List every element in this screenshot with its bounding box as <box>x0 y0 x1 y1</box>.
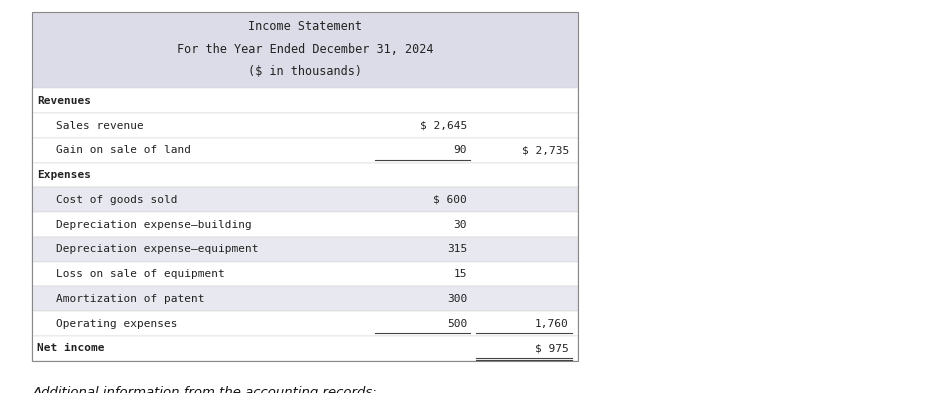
Text: For the Year Ended December 31, 2024: For the Year Ended December 31, 2024 <box>177 42 434 56</box>
Text: Operating expenses: Operating expenses <box>56 319 177 329</box>
Text: Depreciation expense–building: Depreciation expense–building <box>56 220 252 230</box>
Text: ($ in thousands): ($ in thousands) <box>248 65 363 78</box>
Bar <box>32 311 578 336</box>
Text: Income Statement: Income Statement <box>248 20 363 33</box>
Text: Gain on sale of land: Gain on sale of land <box>56 145 191 155</box>
Bar <box>32 138 578 163</box>
Text: 30: 30 <box>453 220 467 230</box>
Text: Cost of goods sold: Cost of goods sold <box>56 195 177 205</box>
Bar <box>32 311 578 336</box>
Bar <box>32 336 578 361</box>
Bar <box>32 88 578 113</box>
Bar <box>32 336 578 361</box>
Text: $ 2,645: $ 2,645 <box>420 121 467 130</box>
Text: $ 600: $ 600 <box>434 195 467 205</box>
Bar <box>32 237 578 262</box>
Text: 300: 300 <box>447 294 467 304</box>
Text: 1,760: 1,760 <box>536 319 569 329</box>
Bar <box>32 163 578 187</box>
Text: 90: 90 <box>453 145 467 155</box>
Bar <box>32 138 578 163</box>
Bar <box>32 163 578 187</box>
Text: Loss on sale of equipment: Loss on sale of equipment <box>56 269 224 279</box>
Bar <box>32 113 578 138</box>
Text: $ 975: $ 975 <box>536 343 569 353</box>
Text: 500: 500 <box>447 319 467 329</box>
Text: Expenses: Expenses <box>37 170 91 180</box>
Bar <box>32 286 578 311</box>
Text: Revenues: Revenues <box>37 96 91 106</box>
Bar <box>32 187 578 212</box>
Text: Net income: Net income <box>37 343 105 353</box>
Text: 315: 315 <box>447 244 467 254</box>
Text: Additional information from the accounting records:: Additional information from the accounti… <box>32 386 377 393</box>
Bar <box>32 262 578 286</box>
Bar <box>32 286 578 311</box>
Bar <box>32 12 578 361</box>
Text: $ 2,735: $ 2,735 <box>522 145 569 155</box>
Bar <box>32 212 578 237</box>
Bar <box>32 212 578 237</box>
Bar <box>32 237 578 262</box>
Text: Sales revenue: Sales revenue <box>56 121 143 130</box>
Bar <box>32 88 578 113</box>
Text: Amortization of patent: Amortization of patent <box>56 294 204 304</box>
Bar <box>32 262 578 286</box>
Text: Depreciation expense–equipment: Depreciation expense–equipment <box>56 244 258 254</box>
Bar <box>32 187 578 212</box>
Text: 15: 15 <box>453 269 467 279</box>
Bar <box>32 12 578 88</box>
Bar <box>32 113 578 138</box>
